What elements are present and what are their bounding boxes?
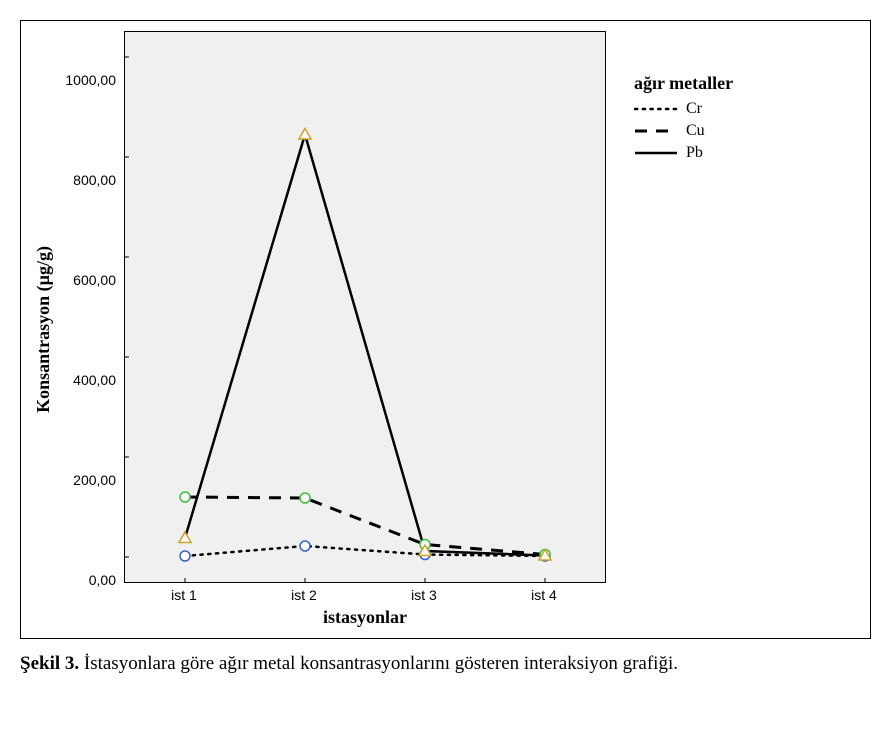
legend-title: ağır metaller [634,73,733,94]
legend-items: Cr Cu Pb [634,100,733,162]
plot-border [124,31,606,583]
figure-frame: Konsantrasyon (µg/g) 0,00200,00400,00600… [20,20,871,639]
plot-area [125,32,605,582]
caption-label: Şekil 3. [20,653,79,674]
legend-item: Cr [634,100,733,118]
legend-swatch [634,146,678,160]
legend-label: Pb [686,144,703,162]
chart-svg [125,32,605,582]
x-tick-label: ist 3 [411,587,437,603]
y-axis-title: Konsantrasyon (µg/g) [33,246,54,413]
caption-text: İstasyonlara göre ağır metal konsantrasy… [84,653,678,674]
figure-caption: Şekil 3. İstasyonlara göre ağır metal ko… [20,651,871,678]
x-tick-label: ist 1 [171,587,197,603]
x-axis-title: istasyonlar [124,607,606,628]
legend-item: Cu [634,122,733,140]
legend-swatch [634,102,678,116]
legend: ağır metaller Cr Cu Pb [634,73,733,166]
legend-label: Cu [686,122,705,140]
x-axis-ticks: ist 1 ist 2 ist 3 ist 4 [124,583,604,605]
x-tick-label: ist 2 [291,587,317,603]
legend-swatch [634,124,678,138]
x-tick-label: ist 4 [531,587,557,603]
legend-item: Pb [634,144,733,162]
plot-column: ist 1 ist 2 ist 3 ist 4 istasyonlar [124,31,606,628]
chart-row: Konsantrasyon (µg/g) 0,00200,00400,00600… [33,31,858,628]
chart-cell: Konsantrasyon (µg/g) 0,00200,00400,00600… [33,31,606,628]
legend-label: Cr [686,100,702,118]
y-axis-ticks: 0,00200,00400,00600,00800,001000,00 [56,55,122,605]
